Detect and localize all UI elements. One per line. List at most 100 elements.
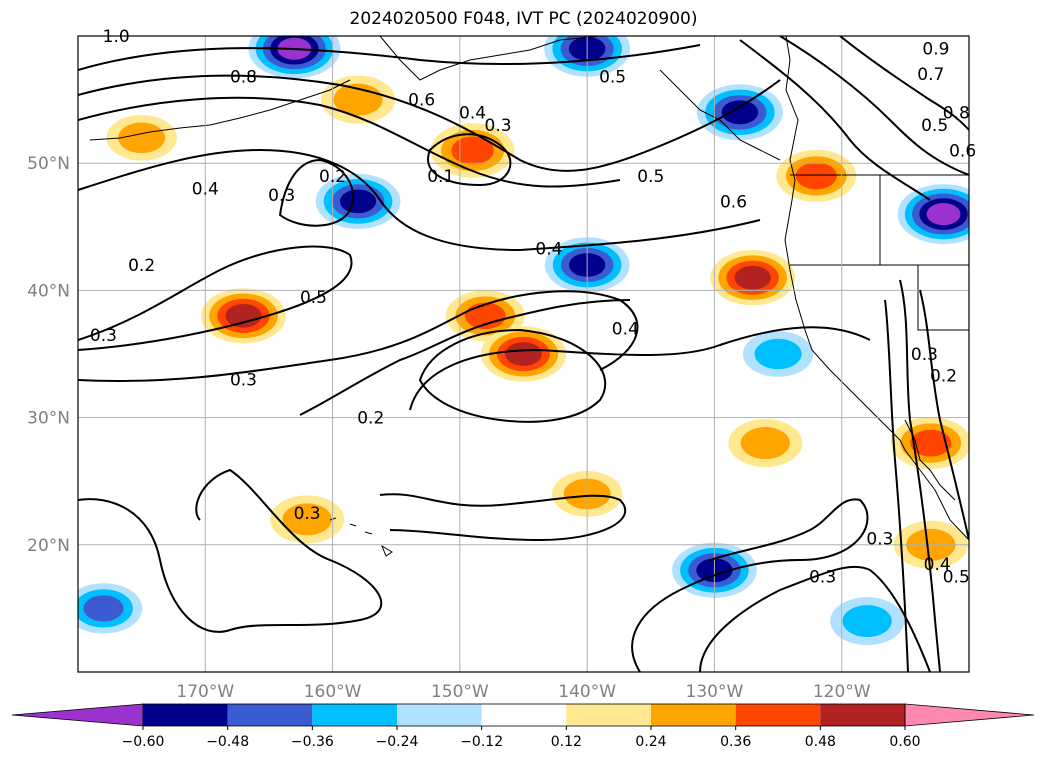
contour-path: [418, 328, 607, 423]
colorbar-segment: [227, 704, 313, 726]
contour-path: [779, 36, 969, 176]
contour-label: 0.5: [943, 568, 970, 588]
ivt-shade-blob: [754, 338, 802, 370]
north-america-coast: [784, 36, 969, 541]
contour-label: 0.6: [720, 192, 747, 212]
colorbar: −0.60 −0.48 −0.36 −0.24 −0.12 0.12 0.24 0.36 0.4…: [11, 703, 1035, 750]
colorbar-segment: [735, 704, 821, 726]
x-tick-label: 120°W: [813, 682, 871, 702]
chart-title: 2024020500 F048, IVT PC (2024020900): [349, 9, 698, 29]
contour-path: [631, 498, 869, 672]
x-tick-label: 160°W: [304, 682, 362, 702]
ivt-shade-blob: [465, 302, 506, 330]
ivt-shade-blob: [926, 202, 961, 226]
contour-label: 0.3: [90, 326, 117, 346]
contour-path: [884, 299, 909, 672]
contour-path: [78, 148, 761, 252]
contour-label: 0.4: [612, 320, 639, 340]
y-tick-label: 40°N: [27, 281, 70, 301]
colorbar-segment: [143, 704, 228, 726]
contour-label: 1.0: [103, 27, 130, 47]
colorbar-tick-label: −0.24: [376, 734, 419, 750]
ivt-shade-blob: [795, 162, 837, 190]
contour-label: 0.1: [427, 167, 454, 187]
contour-label: 0.2: [357, 409, 384, 429]
contour-path: [278, 158, 355, 227]
contour-path: [78, 468, 383, 633]
colorbar-segment: [397, 704, 482, 726]
contour-path: [78, 74, 781, 172]
colorbar-tick-label: 0.60: [889, 734, 920, 750]
contour-label: 0.3: [809, 568, 836, 588]
contour-path: [839, 36, 969, 131]
ivt-shade-blob: [842, 605, 892, 638]
contour-label: 0.3: [230, 370, 257, 390]
ivt-shade-blob: [225, 303, 262, 328]
x-tick-label: 170°W: [176, 682, 234, 702]
ivt-shade-blob: [83, 595, 124, 622]
contour-label: 0.3: [485, 116, 512, 136]
colorbar-tick-label: 0.24: [635, 734, 666, 750]
contour-label: 0.2: [930, 367, 957, 387]
alaska-coast: [379, 36, 601, 81]
colorbar-extend-high: [904, 703, 1035, 727]
colorbar-tick-label: 0.48: [805, 734, 836, 750]
contour-label: 0.8: [943, 103, 970, 123]
colorbar-segment: [312, 704, 397, 726]
colorbar-tick-label: −0.48: [206, 734, 249, 750]
contour-label: 0.5: [300, 288, 327, 308]
colorbar-frame: [142, 703, 906, 727]
contour-path: [739, 39, 931, 201]
map-frame: [77, 35, 970, 673]
contour-path: [699, 565, 931, 672]
contour-path: [919, 289, 969, 541]
contour-label: 0.3: [268, 186, 295, 206]
colorbar-tick-label: 0.12: [551, 734, 582, 750]
contour-label: 0.4: [459, 103, 486, 123]
ivt-shade-blob: [740, 427, 790, 460]
colorbar-tick-label: −0.12: [460, 734, 503, 750]
colorbar-tick-label: 0.36: [720, 734, 751, 750]
ivt-shade-blob: [118, 122, 166, 154]
contour-path: [78, 245, 353, 351]
contour-label: 0.9: [922, 40, 949, 60]
aleutian-chain: [89, 79, 351, 141]
contour-label: 0.3: [866, 529, 893, 549]
contour-path: [379, 493, 627, 542]
colorbar-segment: [820, 704, 905, 726]
colorbar-segment: [651, 704, 736, 726]
y-tick-label: 30°N: [27, 409, 70, 429]
state-border-1: [790, 174, 969, 331]
contour-path: [299, 299, 631, 416]
contour-label: 0.8: [230, 68, 257, 88]
contour-label: 0.6: [408, 91, 435, 111]
x-tick-label: 140°W: [558, 682, 616, 702]
contour-label: 0.3: [294, 504, 321, 524]
y-tick-label: 20°N: [27, 536, 70, 556]
contour-lines: [78, 36, 969, 672]
x-tick-label: 130°W: [686, 682, 744, 702]
ivt-shade-blob: [339, 189, 377, 214]
colorbar-tick-label: −0.36: [291, 734, 334, 750]
inner-passage: [659, 69, 781, 161]
ivt-shade-blob: [721, 100, 759, 125]
contour-label: 0.5: [637, 167, 664, 187]
colorbar-segment: [566, 704, 651, 726]
contour-path: [409, 326, 871, 411]
contour-label: 0.2: [128, 256, 155, 276]
contour-label: 0.5: [921, 116, 948, 136]
contour-path: [78, 44, 701, 71]
ivt-shade-blob: [451, 136, 494, 165]
ivt-shade-blob: [505, 342, 542, 366]
contour-path: [78, 290, 639, 382]
contour-path: [427, 133, 512, 187]
x-axis-ticks: 170°W 160°W 150°W 140°W 130°W 120°W: [176, 682, 870, 702]
x-tick-label: 150°W: [431, 682, 489, 702]
y-tick-label: 50°N: [27, 154, 70, 174]
contour-path: [899, 279, 941, 672]
contour-label: 0.2: [319, 167, 346, 187]
gridlines: [78, 36, 969, 672]
ivt-shade-blob: [282, 503, 332, 536]
contour-label: 0.7: [917, 65, 944, 85]
